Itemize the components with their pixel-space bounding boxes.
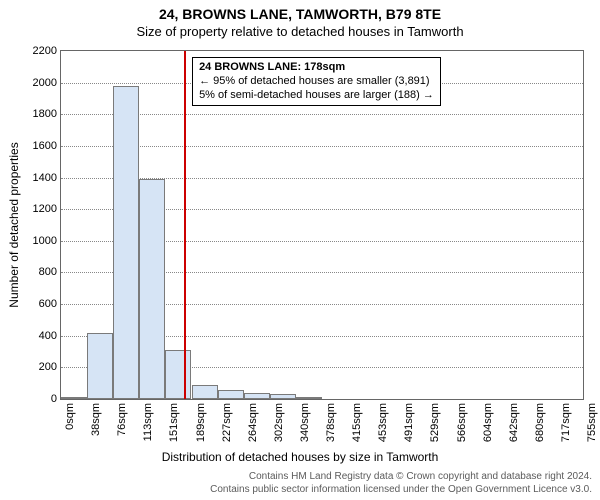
annotation-title: 24 BROWNS LANE: 178sqm (199, 61, 434, 75)
y-tick-label: 400 (39, 330, 61, 342)
y-tick-label: 200 (39, 361, 61, 373)
x-tick-label: 340sqm (299, 403, 311, 442)
histogram-bar (61, 397, 87, 399)
annotation-line: ← 95% of detached houses are smaller (3,… (199, 75, 434, 89)
histogram-bar (165, 350, 191, 399)
histogram-bar (244, 393, 270, 399)
histogram-bar (296, 397, 322, 399)
y-tick-label: 1600 (33, 140, 61, 152)
chart-header: 24, BROWNS LANE, TAMWORTH, B79 8TE Size … (0, 6, 600, 39)
histogram-bar (113, 86, 139, 399)
x-tick-label: 529sqm (429, 403, 441, 442)
annotation-box: 24 BROWNS LANE: 178sqm← 95% of detached … (192, 57, 441, 106)
y-tick-label: 1200 (33, 203, 61, 215)
chart-title: 24, BROWNS LANE, TAMWORTH, B79 8TE (0, 6, 600, 22)
x-tick-label: 491sqm (403, 403, 415, 442)
histogram-bar (87, 333, 113, 399)
x-tick-label: 642sqm (508, 403, 520, 442)
x-tick-label: 302sqm (273, 403, 285, 442)
y-axis-label: Number of detached properties (7, 142, 21, 307)
y-tick-label: 1800 (33, 108, 61, 120)
x-tick-label: 264sqm (247, 403, 259, 442)
x-tick-label: 453sqm (377, 403, 389, 442)
x-tick-label: 189sqm (195, 403, 207, 442)
footer-line-2: Contains public sector information licen… (210, 483, 592, 496)
y-tick-label: 2200 (33, 45, 61, 57)
reference-marker-line (184, 51, 186, 399)
histogram-bar (192, 385, 218, 399)
histogram-bar (139, 179, 165, 399)
y-tick-label: 0 (51, 393, 61, 405)
x-tick-label: 227sqm (221, 403, 233, 442)
x-tick-label: 151sqm (168, 403, 180, 442)
x-tick-label: 113sqm (142, 403, 154, 441)
x-tick-label: 76sqm (116, 403, 128, 436)
x-tick-label: 378sqm (325, 403, 337, 442)
y-tick-label: 2000 (33, 77, 61, 89)
gridline-h (61, 146, 583, 147)
histogram-bar (270, 394, 296, 399)
x-tick-label: 604sqm (482, 403, 494, 442)
x-tick-label: 755sqm (586, 403, 598, 442)
footer-line-1: Contains HM Land Registry data © Crown c… (210, 470, 592, 483)
x-tick-label: 38sqm (90, 403, 102, 436)
chart-area: 24 BROWNS LANE: 178sqm← 95% of detached … (60, 50, 584, 400)
annotation-line: 5% of semi-detached houses are larger (1… (199, 89, 434, 103)
plot-area: 24 BROWNS LANE: 178sqm← 95% of detached … (61, 51, 583, 399)
y-tick-label: 1400 (33, 172, 61, 184)
x-tick-label: 717sqm (560, 403, 572, 442)
x-tick-label: 415sqm (351, 403, 363, 442)
x-tick-label: 566sqm (456, 403, 468, 442)
gridline-h (61, 114, 583, 115)
x-tick-label: 0sqm (64, 403, 76, 430)
chart-source-footer: Contains HM Land Registry data © Crown c… (210, 470, 592, 496)
y-tick-label: 1000 (33, 235, 61, 247)
x-axis-label: Distribution of detached houses by size … (0, 450, 600, 464)
y-tick-label: 800 (39, 266, 61, 278)
chart-subtitle: Size of property relative to detached ho… (0, 24, 600, 39)
x-tick-label: 680sqm (534, 403, 546, 442)
histogram-bar (218, 390, 244, 399)
y-tick-label: 600 (39, 298, 61, 310)
